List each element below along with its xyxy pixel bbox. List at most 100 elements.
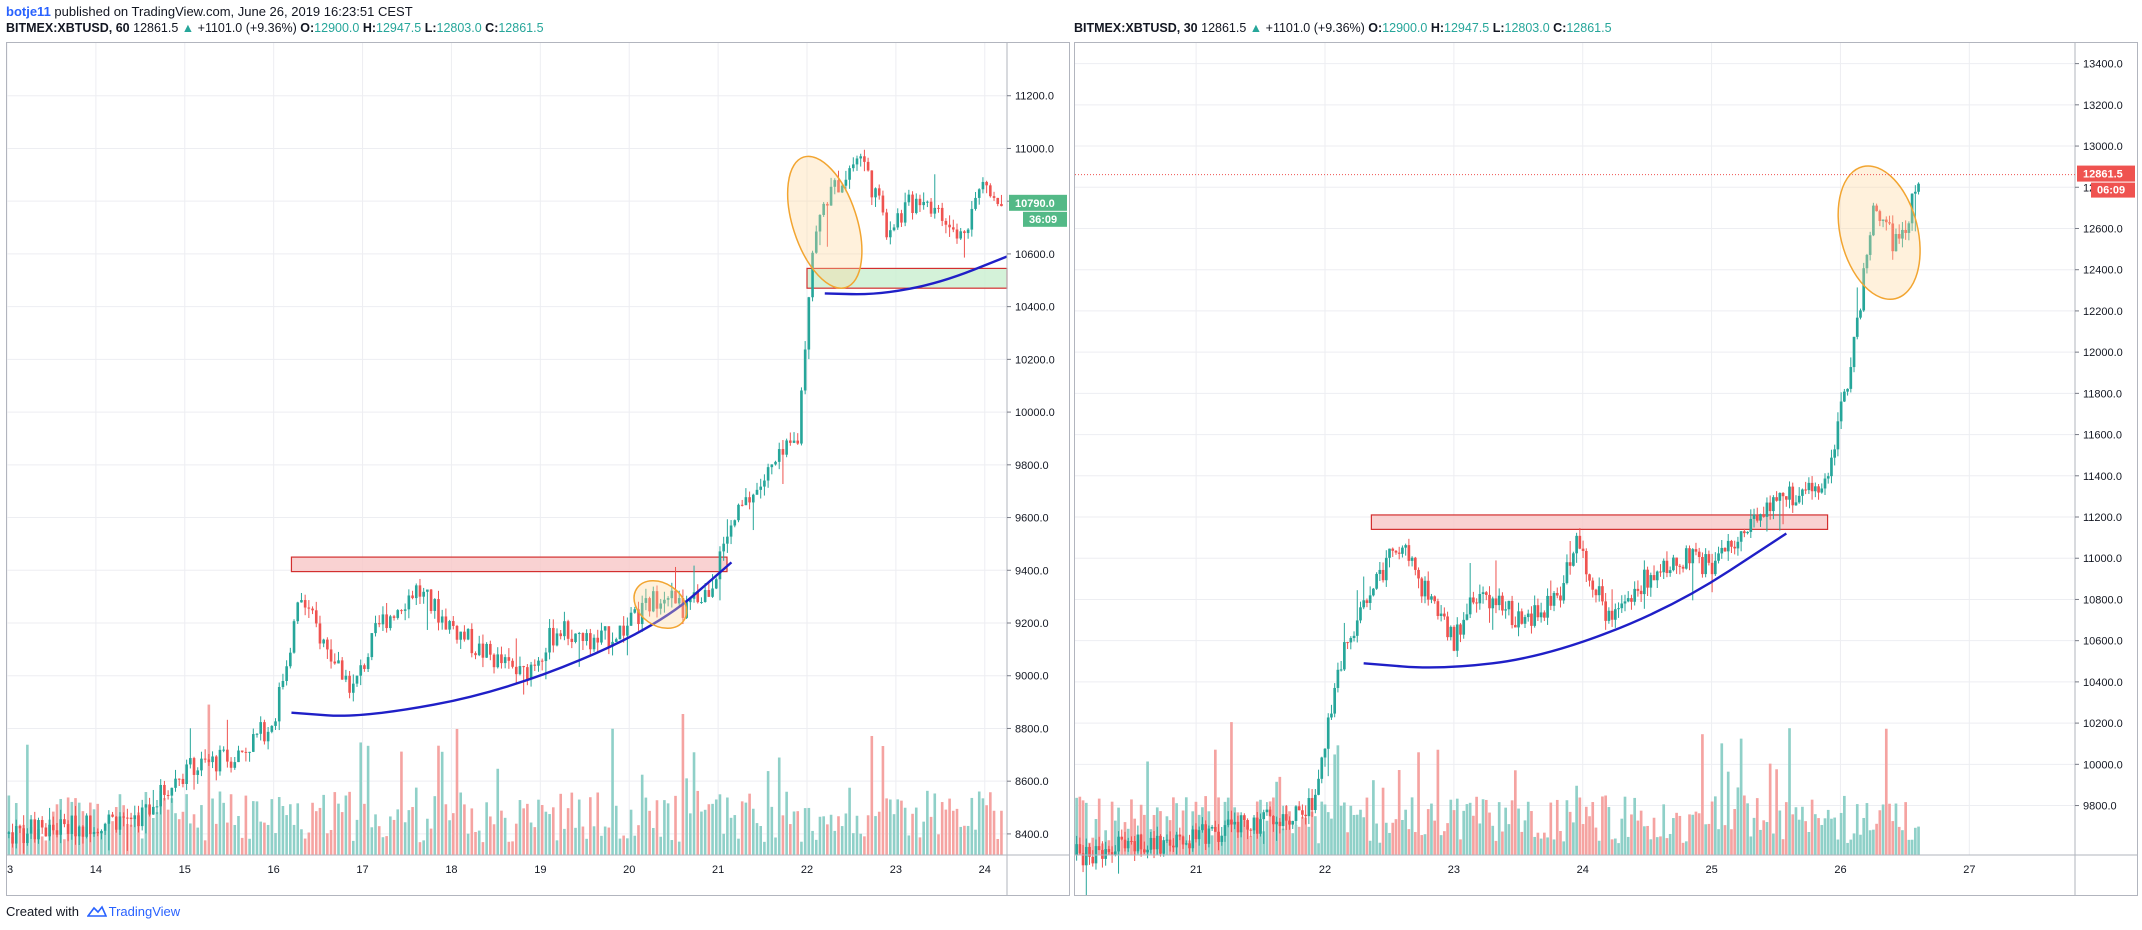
volume-bar (1565, 800, 1569, 855)
candle-body (677, 598, 681, 604)
candle-body (785, 440, 788, 455)
candle-body (1523, 617, 1527, 624)
volume-bar (833, 830, 837, 855)
candle-body (1226, 819, 1230, 826)
volume-bar (266, 824, 270, 855)
candle-body (1684, 548, 1688, 569)
candle-body (833, 180, 837, 187)
price-tick-label: 11000.0 (1015, 143, 1054, 155)
volume-bar (470, 808, 474, 855)
volume-bar (837, 816, 840, 855)
candle-body (348, 675, 351, 693)
candle-body (1797, 495, 1801, 503)
candle-body (1884, 219, 1888, 223)
volume-bar (566, 808, 570, 855)
volume-bar (1872, 829, 1875, 855)
candle-body (1704, 554, 1707, 575)
candle-body (1191, 829, 1195, 849)
volume-bar (1597, 840, 1601, 855)
candle-body (1349, 638, 1353, 643)
candle-body (1491, 598, 1495, 609)
volume-bar (214, 823, 218, 855)
volume-bar (922, 821, 925, 855)
volume-bar (596, 792, 600, 855)
volume-bar (166, 809, 170, 855)
candle-body (37, 820, 40, 840)
candle-body (1246, 820, 1249, 830)
candle-body (555, 633, 559, 646)
volume-bar (211, 798, 214, 855)
volume-bar (1233, 807, 1237, 855)
volume-bar (692, 752, 696, 855)
volume-bar (1730, 829, 1733, 855)
volume-bar (159, 790, 163, 855)
symbol-label: BITMEX:XBTUSD, 60 (6, 21, 130, 35)
candle-body (707, 590, 711, 597)
candle-body (548, 627, 551, 653)
volume-bar (1075, 797, 1078, 855)
volume-bar (1626, 836, 1630, 855)
volume-bar (1468, 802, 1472, 855)
candle-body (159, 784, 163, 807)
candlestick-chart-1h[interactable]: 11200.011000.010800.010600.010400.010200… (1, 43, 1069, 895)
volume-bar (1278, 776, 1282, 855)
volume-bar (1875, 823, 1878, 855)
volume-bar (1178, 834, 1182, 855)
candle-body (459, 631, 463, 640)
volume-bar (540, 805, 544, 855)
candle-body (663, 599, 666, 604)
volume-bar (1594, 827, 1598, 855)
grid (6, 43, 1007, 855)
candlestick-chart-30m[interactable]: 13400.013200.013000.012800.012600.012400… (1075, 43, 2137, 905)
candle-body (696, 592, 700, 603)
candle-body (51, 824, 55, 831)
candle-body (226, 749, 229, 762)
volume-bar (151, 818, 155, 855)
candle-body (1546, 595, 1549, 618)
volume-bar (1675, 812, 1678, 855)
volume-bar (948, 798, 951, 855)
candle-body (774, 461, 777, 465)
candle-body (1746, 531, 1749, 534)
candle-body (14, 826, 18, 844)
volume-bar (1843, 795, 1846, 855)
price-tick-label: 9400.0 (1015, 565, 1049, 577)
candle-body (377, 623, 381, 625)
chart-panel-left[interactable]: 11200.011000.010800.010600.010400.010200… (1, 42, 1070, 896)
price-tick-label: 9000.0 (1015, 671, 1049, 683)
candle-body (1584, 550, 1588, 575)
candle-body (811, 252, 814, 298)
volume-bar (1268, 801, 1272, 855)
candle-body (244, 751, 248, 753)
volume-bar (503, 817, 507, 855)
volume-bar (944, 809, 948, 855)
volume-bar (840, 826, 844, 855)
author-link[interactable]: botje11 (6, 4, 51, 19)
volume-bar (1762, 820, 1766, 855)
candle-body (859, 156, 863, 159)
volume-bar (474, 831, 477, 855)
volume-bar (1820, 824, 1824, 855)
volume-bar (881, 746, 885, 855)
highlight-ellipse (1837, 165, 1921, 301)
volume-bar (1288, 811, 1291, 855)
volume-bar (1862, 817, 1866, 855)
volume-bar (455, 728, 459, 855)
candle-body (337, 660, 340, 664)
volume-bar (418, 842, 422, 855)
candle-body (603, 626, 607, 631)
chart-panel-right[interactable]: 13400.013200.013000.012800.012600.012400… (1074, 42, 2138, 905)
volume-bar (1517, 808, 1520, 855)
candle-body (566, 621, 570, 639)
volume-bar (1849, 839, 1853, 855)
candle-body (85, 815, 88, 837)
volume-bar (1755, 798, 1759, 855)
volume-bar (1672, 818, 1675, 855)
volume-bar (1578, 797, 1582, 855)
candle-body (1449, 626, 1453, 638)
volume-bar (514, 823, 518, 855)
tradingview-link[interactable]: TradingView (108, 904, 181, 919)
time-tick-label: 13 (7, 864, 13, 876)
price-tick-label: 10800.0 (2083, 594, 2123, 606)
candle-body (500, 654, 503, 664)
